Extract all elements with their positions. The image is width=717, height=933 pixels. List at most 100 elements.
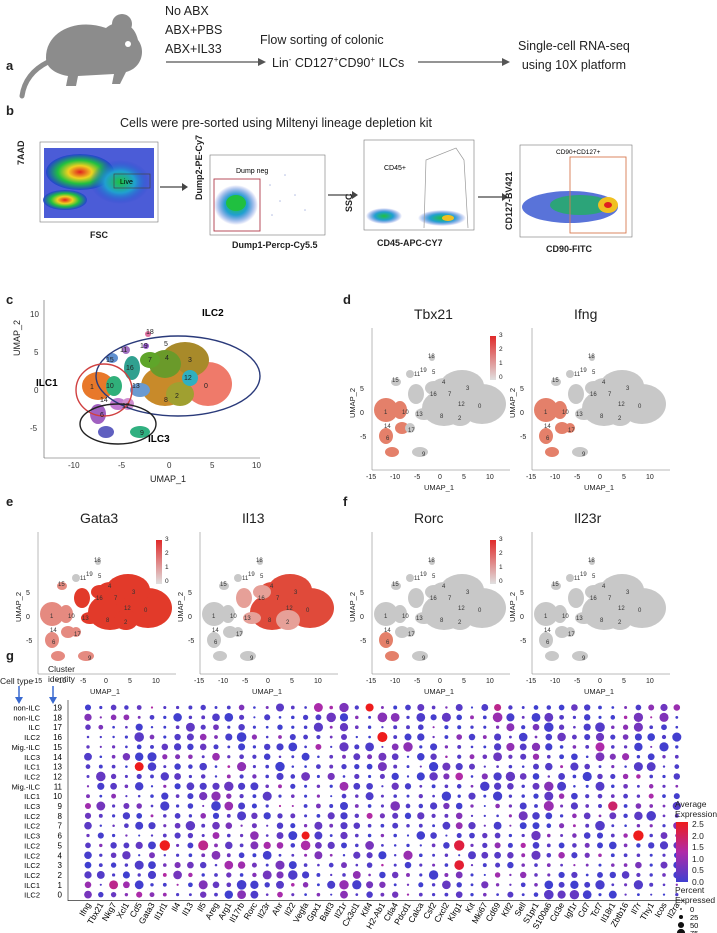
dot-mark [508, 754, 513, 759]
dot-mark [572, 824, 576, 828]
dot-mark [392, 812, 399, 819]
dot-mark [290, 823, 296, 829]
dot-mark [188, 705, 193, 710]
step-text: Single-cell RNA-seq [518, 39, 630, 53]
dot-mark [316, 883, 320, 887]
dot-mark [148, 861, 156, 869]
dot-mark [277, 813, 283, 819]
dot-mark [316, 734, 321, 740]
cluster-number: 8 [268, 618, 272, 624]
dot-mark [188, 893, 192, 897]
flow-xlabel: CD90-FITC [546, 244, 593, 254]
dot-mark [355, 893, 359, 897]
dot-mark [610, 794, 615, 799]
dot-mark [521, 794, 525, 798]
dot-mark [595, 752, 605, 762]
dot-mark [367, 754, 373, 760]
dot-mark [226, 705, 231, 710]
dot-mark [379, 773, 385, 779]
dot-mark [354, 833, 359, 838]
feature-axis [199, 532, 338, 675]
dot-mark [329, 784, 333, 788]
dot-mark [533, 763, 539, 770]
row-celltype-label: ILC2 [24, 851, 40, 860]
dot-mark [124, 774, 128, 778]
dot-mark [329, 754, 334, 759]
feature-cell-cluster [566, 370, 574, 378]
cluster-number: 15 [552, 582, 559, 588]
axis-tick: 0 [360, 614, 364, 621]
dot-mark [572, 843, 577, 848]
dot-mark [560, 863, 563, 867]
dot-mark [404, 812, 412, 820]
svg-text:12: 12 [184, 375, 192, 382]
feature-cell-cluster [589, 559, 595, 565]
dot-mark [458, 854, 461, 857]
panel-a-label: a [6, 58, 14, 73]
dot-mark [558, 852, 565, 859]
row-cluster-label: 8 [58, 812, 63, 821]
dot-mark [509, 824, 512, 827]
axis-tick: 0 [360, 410, 364, 417]
axis-tick: 5 [622, 474, 626, 481]
dot-mark [289, 734, 296, 741]
dot-mark [265, 764, 270, 769]
svg-text:19: 19 [140, 343, 148, 350]
dot-mark [112, 735, 115, 739]
dot-mark [199, 733, 207, 741]
dot-mark [534, 873, 538, 877]
dot-mark [519, 743, 527, 751]
flow-plot-dump: Dump neg [209, 154, 326, 236]
dot-mark [96, 771, 106, 782]
dot-mark [147, 752, 157, 762]
dot-mark [125, 834, 128, 837]
flow-xlabel: Dump1-Percp-Cy5.5 [232, 240, 318, 250]
dot-mark [444, 872, 449, 877]
dot-mark [431, 883, 436, 887]
cluster-number: 17 [408, 428, 415, 434]
dot-mark [315, 803, 321, 809]
dot-mark [457, 754, 462, 759]
feature-cell-cluster [391, 378, 401, 386]
dot-mark [482, 842, 488, 849]
size-legend-tick: 75 [690, 929, 698, 933]
dot-mark [482, 863, 487, 868]
dot-mark [84, 881, 92, 889]
dot-mark [352, 871, 361, 879]
cluster-number: 13 [576, 412, 583, 418]
axis-tick: -5 [574, 474, 581, 481]
dot-mark [290, 774, 296, 779]
dot-mark [251, 803, 257, 809]
dot-mark [659, 712, 669, 722]
flow-gate-label: Live [120, 179, 133, 186]
dot-mark [635, 803, 642, 809]
svg-text:15: 15 [106, 357, 114, 364]
dot-mark [224, 801, 234, 811]
dot-mark [187, 793, 194, 800]
dot-mark [355, 735, 358, 739]
dot-mark [672, 732, 682, 742]
dot-mark [595, 742, 605, 752]
svg-text:6: 6 [100, 412, 104, 419]
dot-mark [238, 782, 246, 790]
dot-mark [188, 754, 193, 760]
axis-tick: -5 [242, 678, 249, 685]
umap-ylabel: UMAP_2 [12, 319, 22, 356]
dot-mark [454, 860, 465, 870]
dot-mark [636, 853, 641, 858]
dot-mark [276, 822, 284, 829]
dot-mark [585, 794, 590, 799]
dot-mark [98, 863, 103, 868]
dot-mark [214, 892, 218, 897]
gene-label: Il1rl1 [152, 900, 170, 921]
dot-mark [506, 723, 515, 732]
dot-mark [455, 871, 463, 879]
cluster-number: 6 [546, 640, 550, 646]
dot-mark [675, 883, 678, 886]
dot-mark [174, 822, 181, 829]
dot-mark [675, 893, 679, 897]
dot-mark [124, 892, 129, 897]
feature-cell-cluster [393, 605, 407, 623]
dot-mark [390, 801, 401, 811]
cluster-number: 17 [74, 632, 81, 638]
